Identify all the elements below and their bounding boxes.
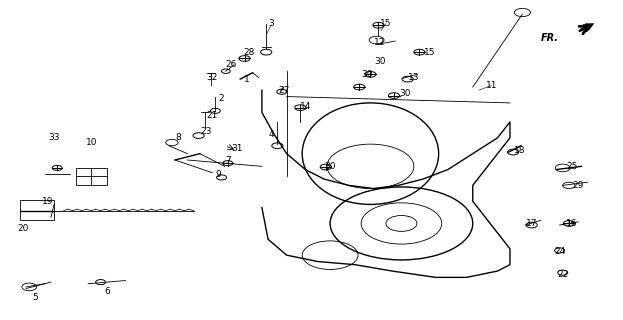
Text: 30: 30 (325, 162, 336, 171)
Text: 9: 9 (216, 170, 221, 179)
Text: 30: 30 (374, 57, 386, 66)
Text: 3: 3 (269, 19, 274, 28)
Text: 12: 12 (374, 38, 386, 47)
FancyArrowPatch shape (579, 25, 591, 31)
Text: 26: 26 (225, 60, 237, 69)
Text: 22: 22 (557, 270, 568, 279)
Text: 31: 31 (231, 144, 243, 153)
Text: 33: 33 (49, 133, 60, 142)
Text: 21: 21 (207, 111, 218, 120)
Text: 10: 10 (85, 138, 97, 147)
Text: 7: 7 (225, 156, 231, 164)
Text: 19: 19 (42, 197, 54, 206)
Text: 2: 2 (219, 94, 224, 103)
Text: 15: 15 (424, 48, 435, 57)
Text: 16: 16 (566, 219, 578, 228)
Text: 11: 11 (485, 81, 497, 90)
Text: 1: 1 (244, 75, 249, 84)
Text: 4: 4 (269, 130, 274, 139)
Text: 20: 20 (17, 224, 29, 233)
Text: 29: 29 (573, 181, 584, 190)
Bar (20, 200, 54, 220)
Text: 30: 30 (361, 70, 373, 79)
Text: 30: 30 (399, 89, 411, 98)
Text: 23: 23 (201, 127, 212, 136)
Text: 32: 32 (207, 73, 218, 82)
Text: 6: 6 (104, 287, 110, 296)
Text: 28: 28 (244, 48, 255, 57)
Text: 15: 15 (380, 19, 392, 28)
Text: 27: 27 (278, 86, 289, 95)
Text: 13: 13 (408, 73, 419, 82)
Text: 14: 14 (300, 101, 311, 111)
Text: 25: 25 (566, 162, 578, 171)
Text: 17: 17 (526, 219, 538, 228)
Text: 18: 18 (513, 146, 525, 155)
Text: FR.: FR. (541, 33, 559, 43)
Text: 8: 8 (175, 133, 181, 142)
Text: 24: 24 (554, 247, 565, 257)
Bar (76, 168, 107, 185)
Text: 5: 5 (32, 292, 39, 301)
